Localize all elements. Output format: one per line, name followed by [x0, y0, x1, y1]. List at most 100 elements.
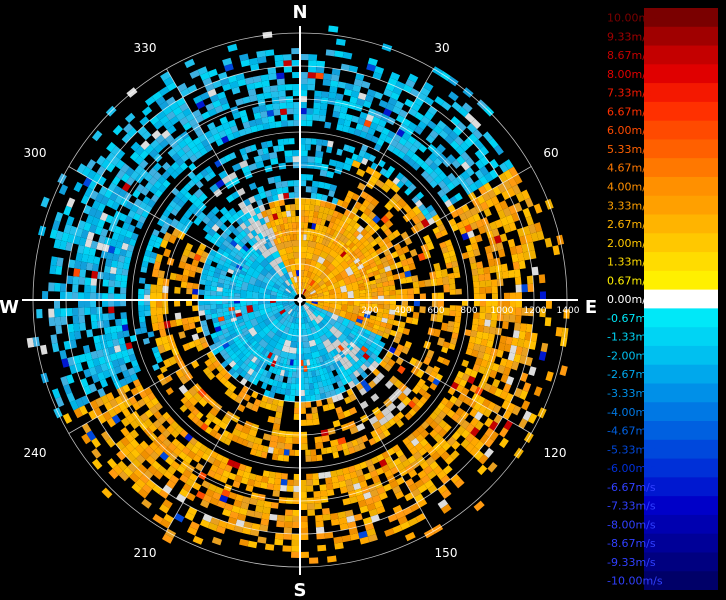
velocity-bin — [167, 148, 177, 158]
velocity-bin — [182, 483, 192, 493]
velocity-bin — [310, 138, 317, 145]
velocity-bin — [85, 214, 95, 225]
velocity-bin — [383, 300, 391, 305]
velocity-bin — [436, 314, 444, 323]
velocity-bin — [200, 422, 209, 432]
velocity-bin — [134, 328, 142, 335]
velocity-bin — [269, 85, 278, 92]
velocity-bin — [473, 281, 480, 288]
velocity-bin — [419, 460, 430, 470]
velocity-bin — [49, 228, 58, 239]
legend-swatch — [644, 477, 718, 497]
radar-velocity-display: 200 400 600 800 1000 1200 1400 306012015021024… — [0, 2, 597, 600]
velocity-bin — [505, 214, 515, 225]
velocity-bin — [249, 94, 258, 103]
velocity-bin — [294, 197, 300, 205]
velocity-bin — [219, 206, 229, 216]
velocity-bin — [221, 489, 231, 498]
velocity-bin — [115, 240, 124, 249]
velocity-bin — [153, 241, 161, 249]
velocity-bin — [250, 528, 260, 537]
velocity-bin — [395, 357, 404, 366]
velocity-bin — [200, 91, 210, 101]
velocity-bin — [162, 533, 174, 544]
velocity-bin — [331, 338, 342, 349]
velocity-bin — [98, 186, 108, 196]
velocity-bin — [101, 293, 109, 300]
velocity-bin — [371, 303, 378, 309]
velocity-bin — [141, 130, 152, 141]
velocity-bin — [258, 105, 267, 113]
velocity-bin — [364, 264, 372, 271]
velocity-bin — [515, 307, 522, 316]
velocity-bin — [411, 396, 420, 405]
velocity-bin — [451, 431, 461, 441]
velocity-bin — [342, 327, 352, 337]
velocity-bin — [137, 398, 146, 408]
velocity-bin — [407, 209, 417, 219]
velocity-bin — [127, 224, 136, 233]
velocity-bin — [415, 433, 425, 443]
velocity-bin — [300, 270, 305, 277]
velocity-bin — [283, 312, 290, 320]
velocity-bin — [433, 328, 441, 338]
velocity-bin — [250, 259, 260, 270]
velocity-bin — [300, 245, 308, 253]
velocity-bin — [389, 295, 397, 300]
velocity-bin — [494, 387, 503, 398]
velocity-bin — [442, 276, 450, 285]
velocity-bin — [244, 261, 252, 268]
velocity-bin — [369, 315, 377, 321]
velocity-bin — [289, 449, 295, 456]
velocity-bin — [84, 187, 94, 198]
velocity-bin — [354, 321, 362, 327]
velocity-bin — [243, 219, 251, 228]
velocity-bin — [212, 99, 222, 109]
velocity-bin — [295, 377, 300, 385]
velocity-bin — [111, 201, 120, 211]
velocity-bin — [397, 150, 406, 160]
velocity-bin — [334, 542, 344, 550]
velocity-bin — [40, 196, 50, 208]
velocity-bin — [502, 409, 512, 420]
velocity-bin — [365, 459, 374, 467]
velocity-bin — [327, 284, 335, 291]
velocity-bin — [215, 525, 226, 534]
velocity-bin — [291, 377, 296, 384]
velocity-bin — [311, 319, 318, 327]
velocity-bin — [109, 325, 117, 334]
velocity-bin — [319, 169, 328, 177]
velocity-bin — [267, 415, 276, 424]
velocity-bin — [335, 263, 345, 274]
velocity-bin — [340, 377, 348, 386]
velocity-bin — [251, 269, 261, 279]
velocity-bin — [199, 147, 208, 156]
velocity-bin — [300, 107, 307, 115]
velocity-bin — [433, 125, 443, 135]
velocity-bin — [127, 127, 138, 138]
velocity-bin — [216, 91, 227, 100]
velocity-bin — [305, 296, 312, 299]
velocity-bin — [98, 356, 106, 365]
velocity-bin — [398, 137, 408, 146]
velocity-bin — [396, 248, 405, 257]
velocity-bin — [307, 286, 314, 292]
velocity-bin — [312, 358, 318, 365]
velocity-bin — [188, 251, 196, 260]
velocity-bin — [402, 437, 411, 446]
velocity-bin — [324, 330, 334, 339]
north-label: N — [292, 2, 307, 23]
velocity-bin — [348, 127, 356, 135]
velocity-bin — [223, 380, 232, 389]
velocity-bin — [382, 429, 391, 438]
velocity-bin — [179, 162, 189, 171]
velocity-bin — [286, 485, 294, 492]
velocity-bin — [283, 527, 292, 534]
velocity-bin — [325, 483, 334, 491]
velocity-bin — [360, 363, 368, 372]
velocity-bin — [325, 49, 336, 57]
velocity-bin — [325, 254, 335, 264]
velocity-bin — [192, 535, 204, 545]
velocity-bin — [280, 274, 288, 282]
velocity-bin — [349, 426, 359, 435]
